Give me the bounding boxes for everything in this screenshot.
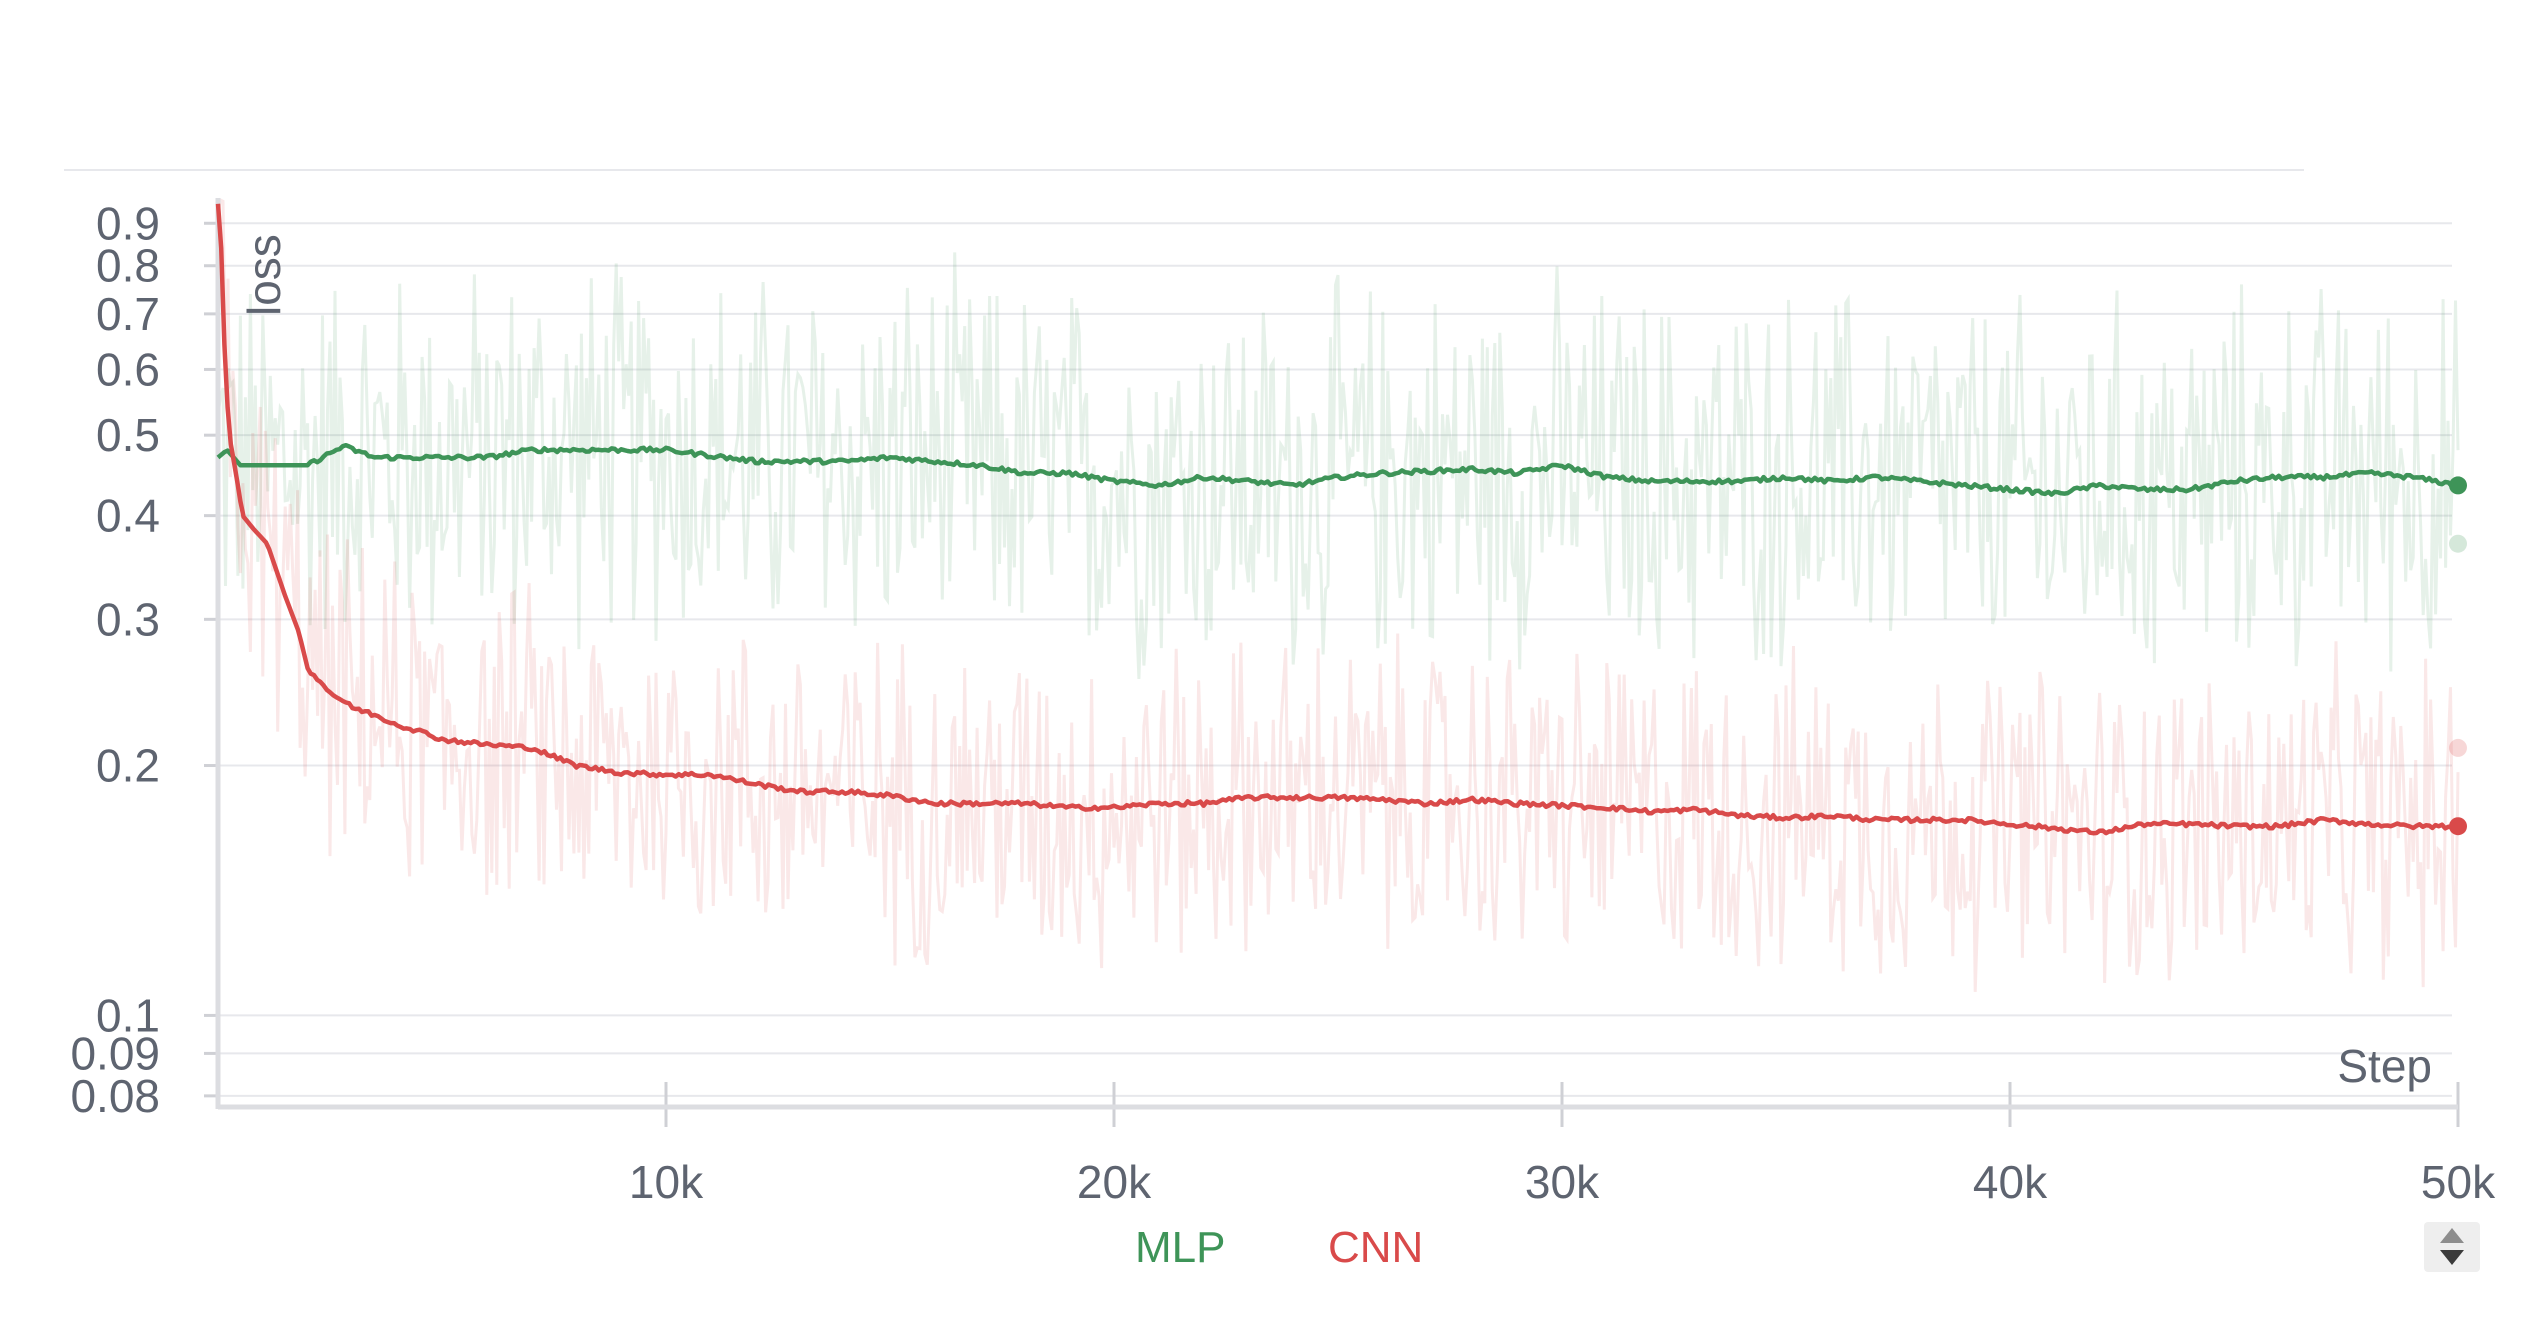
raw-series-layer bbox=[216, 197, 2467, 992]
y-axis-label: loss bbox=[238, 234, 290, 316]
legend-scroll-button[interactable] bbox=[2424, 1222, 2480, 1272]
y-tick-label: 0.8 bbox=[96, 240, 160, 292]
cnn-raw-line bbox=[216, 197, 2460, 992]
y-tick-label: 0.9 bbox=[96, 197, 160, 249]
y-tick-label: 0.4 bbox=[96, 490, 160, 542]
mlp-raw-line bbox=[216, 252, 2460, 679]
x-tick-label: 20k bbox=[1077, 1156, 1152, 1208]
x-axis-label: Step bbox=[2337, 1040, 2432, 1092]
y-tick-label: 0.6 bbox=[96, 343, 160, 395]
y-tick-label: 0.7 bbox=[96, 288, 160, 340]
mlp-raw-end-point bbox=[2449, 534, 2467, 553]
x-tick-label: 10k bbox=[629, 1156, 704, 1208]
legend-item-cnn[interactable]: CNN bbox=[1328, 1223, 1423, 1272]
tick-label-layer: 0.90.80.70.6 0.5 0.4 0.3 0.2 0.10.090.08 10k 20… bbox=[70, 197, 2496, 1208]
scroll-up-icon bbox=[2440, 1228, 2464, 1243]
axis-layer bbox=[204, 198, 2460, 1127]
mlp-smoothed-line[interactable] bbox=[216, 442, 2459, 497]
x-tick-label: 40k bbox=[1973, 1156, 2048, 1208]
cnn-raw-end-point bbox=[2449, 738, 2467, 757]
y-tick-label: 0.09 bbox=[70, 1027, 160, 1079]
cnn-end-point[interactable] bbox=[2449, 817, 2467, 836]
y-tick-label: 0.1 bbox=[96, 989, 160, 1041]
grid-layer bbox=[218, 222, 2452, 1097]
scroll-down-icon bbox=[2440, 1250, 2464, 1265]
smoothed-series-layer bbox=[215, 203, 2467, 836]
mlp-end-point[interactable] bbox=[2449, 476, 2467, 495]
y-tick-label: 0.3 bbox=[96, 593, 160, 645]
y-tick-label: 0.2 bbox=[96, 740, 160, 792]
y-tick-label: 0.08 bbox=[70, 1070, 160, 1122]
y-tick-label: 0.5 bbox=[96, 409, 160, 461]
x-tick-label: 50k bbox=[2421, 1156, 2496, 1208]
cnn-smoothed-line[interactable] bbox=[215, 203, 2459, 836]
x-tick-label: 30k bbox=[1525, 1156, 1600, 1208]
legend-item-mlp[interactable]: MLP bbox=[1135, 1223, 1225, 1272]
legend: MLP CNN bbox=[1135, 1223, 1423, 1272]
